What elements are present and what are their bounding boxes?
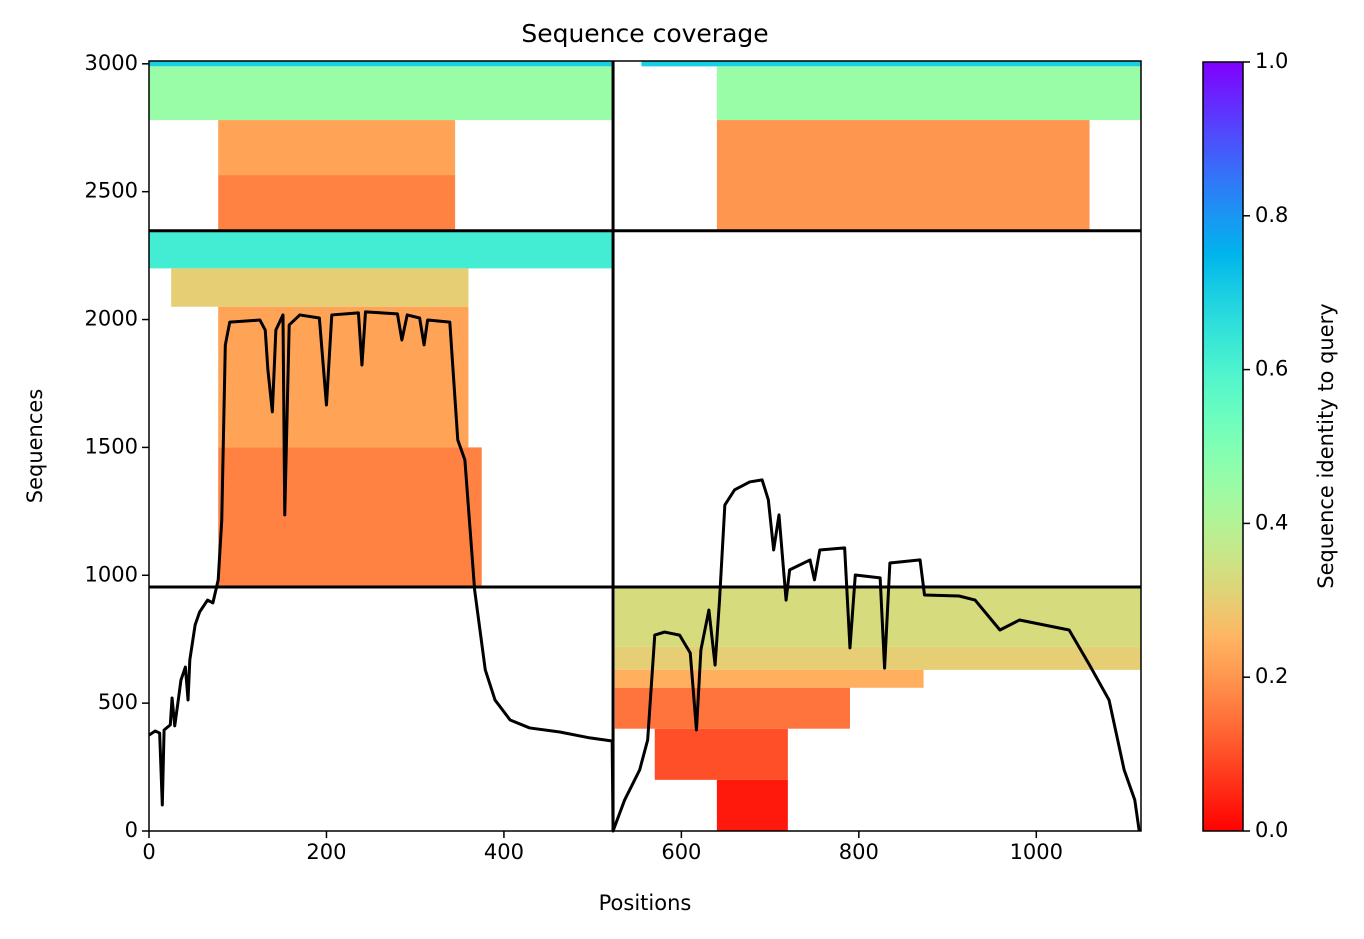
plot-frame [148, 60, 1142, 832]
chart-title: Sequence coverage [521, 19, 768, 48]
coverage-block [716, 120, 1090, 231]
x-tick-label: 400 [484, 840, 524, 864]
coverage-block [149, 230, 614, 269]
x-tick-label: 0 [142, 840, 155, 864]
coverage-block [218, 120, 456, 176]
coverage-line [148, 310, 1141, 833]
coverage-block [218, 175, 456, 231]
coverage-block [149, 61, 614, 67]
colorbar-tick-label: 1.0 [1255, 49, 1288, 73]
x-tick-label: 600 [661, 840, 701, 864]
y-tick-label: 1000 [85, 562, 138, 586]
y-tick-label: 2500 [85, 179, 138, 203]
coverage-block [614, 587, 1141, 647]
coverage-block [218, 447, 482, 588]
coverage-block [641, 61, 1141, 67]
coverage-block [716, 779, 788, 831]
y-tick-label: 0 [125, 818, 138, 842]
coverage-block [218, 306, 469, 448]
x-tick-label: 1000 [1010, 840, 1063, 864]
colorbar-tick-label: 0.4 [1255, 510, 1288, 534]
colorbar [1202, 61, 1244, 832]
colorbar-tick-label: 0.8 [1255, 203, 1288, 227]
colorbar-tick-label: 0.0 [1255, 818, 1288, 842]
coverage-block [171, 268, 469, 307]
colorbar-tick-label: 0.2 [1255, 664, 1288, 688]
coverage-block [614, 669, 924, 688]
y-tick-label: 1500 [85, 434, 138, 458]
y-axis-label: Sequences [23, 389, 47, 504]
coverage-block [614, 646, 1141, 670]
y-tick-label: 2000 [85, 307, 138, 331]
x-tick-label: 200 [306, 840, 346, 864]
coverage-block [149, 66, 614, 121]
y-tick-label: 3000 [85, 51, 138, 75]
coverage-block [614, 687, 850, 729]
x-tick-label: 800 [839, 840, 879, 864]
colorbar-tick-label: 0.6 [1255, 357, 1288, 381]
coverage-block [716, 66, 1141, 121]
x-axis-label: Positions [599, 891, 692, 915]
coverage-block [654, 728, 788, 780]
colorbar-label: Sequence identity to query [1314, 303, 1338, 588]
y-tick-label: 500 [98, 690, 138, 714]
